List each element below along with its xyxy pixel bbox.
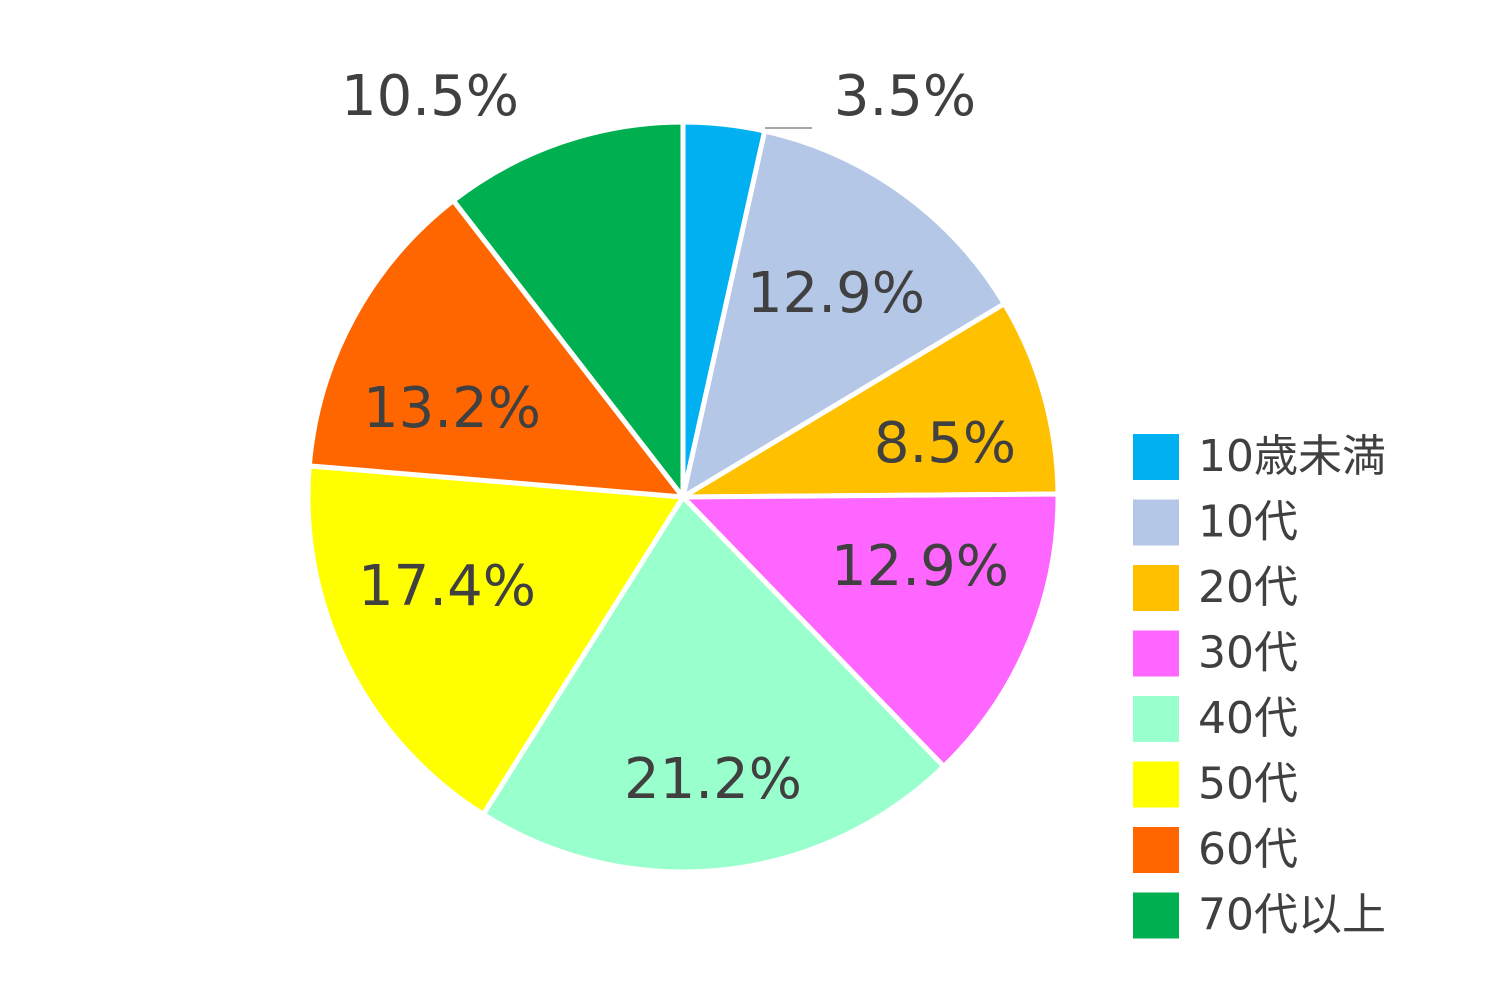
legend-swatch (1133, 565, 1179, 611)
legend-label: 40代 (1198, 693, 1298, 744)
data-label: 10.5% (341, 64, 519, 129)
legend-swatch (1133, 499, 1179, 546)
legend-swatch (1133, 434, 1179, 480)
legend-label: 10歳未満 (1198, 431, 1386, 482)
pie (305, 119, 1061, 875)
legend-label: 50代 (1198, 759, 1298, 810)
data-labels: 3.5% 12.9% 8.5% 12.9% 21.2% 17.4% 13.2% 10.5% (341, 64, 1016, 812)
data-label: 12.9% (747, 261, 925, 326)
legend-label: 70代以上 (1198, 890, 1386, 941)
pie-slice (306, 198, 686, 500)
legend: 10歳未満 10代 20代 30代 40代 50代 60代 70代以上 (1133, 431, 1386, 941)
data-label: 21.2% (624, 747, 802, 812)
pie-slice (305, 463, 686, 817)
pie-slice (680, 301, 1061, 500)
legend-label: 20代 (1198, 562, 1298, 613)
legend-label: 30代 (1198, 628, 1298, 679)
pie-slice (480, 494, 947, 875)
data-label: 12.9% (831, 534, 1009, 599)
pie-slice (680, 491, 1061, 769)
data-label: 13.2% (363, 376, 541, 441)
data-label: 3.5% (834, 64, 976, 129)
pie-slice (680, 128, 1007, 500)
legend-swatch (1133, 827, 1179, 873)
legend-label: 60代 (1198, 824, 1298, 875)
legend-swatch (1133, 892, 1179, 939)
pie-slice (450, 119, 686, 500)
data-label: 17.4% (358, 554, 536, 619)
legend-swatch (1133, 630, 1179, 677)
legend-label: 10代 (1198, 497, 1298, 548)
legend-swatch (1133, 761, 1179, 808)
legend-swatch (1133, 696, 1179, 742)
data-label: 8.5% (874, 411, 1016, 476)
